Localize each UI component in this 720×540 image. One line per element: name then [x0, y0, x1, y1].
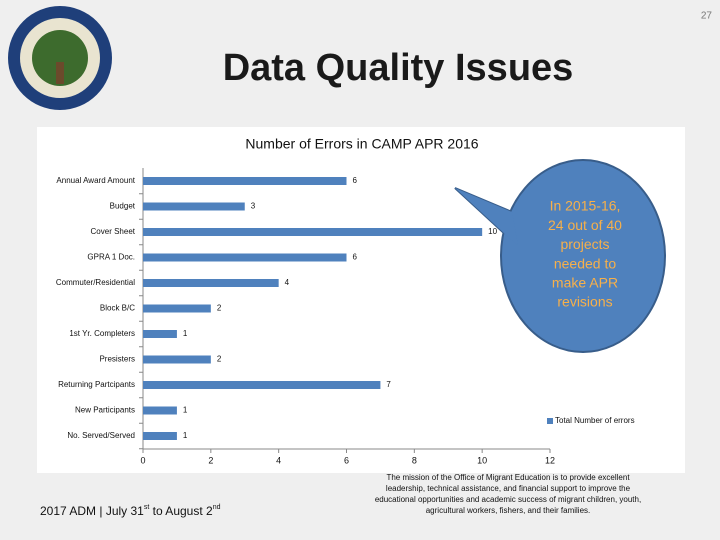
data-label: 7 [386, 380, 391, 389]
callout-text: needed to [554, 255, 616, 271]
seal [8, 6, 112, 110]
x-tick-label: 8 [412, 455, 417, 465]
x-tick-label: 6 [344, 455, 349, 465]
y-tick-label: Presisters [99, 355, 135, 364]
bar [143, 177, 347, 185]
bar [143, 253, 347, 262]
y-tick-label: Returning Partcipants [58, 380, 135, 389]
bar [143, 279, 279, 287]
data-label: 1 [183, 406, 188, 415]
x-tick-label: 2 [208, 455, 213, 465]
mission-text: educational opportunities and academic s… [375, 495, 641, 504]
data-label: 1 [183, 431, 188, 440]
data-label: 2 [217, 304, 222, 313]
bar [143, 355, 211, 364]
legend-label: Total Number of errors [555, 416, 635, 425]
y-tick-label: 1st Yr. Completers [69, 329, 135, 338]
y-tick-label: Block B/C [100, 304, 135, 313]
callout: In 2015-16, 24 out of 40 projects needed to… [454, 159, 666, 353]
footer-text: to August 2 [149, 504, 213, 518]
data-label: 1 [183, 329, 188, 338]
data-label: 4 [285, 278, 290, 287]
bar [143, 304, 211, 313]
chart-title: Number of Errors in CAMP APR 2016 [245, 136, 478, 152]
bar [143, 202, 245, 211]
x-tick-label: 12 [545, 455, 555, 465]
bar [143, 406, 177, 415]
bar [143, 432, 177, 440]
footer-superscript: st [144, 504, 150, 511]
mission: The mission of the Office of Migrant Edu… [375, 473, 641, 515]
y-tick-label: New Participants [75, 406, 135, 415]
mission-text: The mission of the Office of Migrant Edu… [386, 473, 630, 482]
data-label: 3 [251, 202, 256, 211]
page-number: 27 [701, 11, 713, 22]
callout-text: make APR [552, 275, 618, 291]
x-tick-label: 4 [276, 455, 281, 465]
y-tick-label: Cover Sheet [91, 227, 136, 236]
callout-text: revisions [557, 294, 612, 310]
y-tick-label: Budget [110, 202, 136, 211]
x-tick-label: 0 [140, 455, 145, 465]
y-tick-label: Annual Award Amount [56, 176, 135, 185]
data-label: 6 [353, 176, 358, 185]
callout-text: In 2015-16, [550, 198, 621, 214]
bar [143, 228, 483, 236]
footer-superscript: nd [213, 504, 221, 511]
legend-swatch [547, 418, 553, 424]
callout-text: 24 out of 40 [548, 217, 622, 233]
callout-text: projects [560, 236, 609, 252]
bar [143, 330, 177, 338]
bar [143, 381, 381, 389]
x-tick-label: 10 [477, 455, 487, 465]
slide-title: Data Quality Issues [223, 47, 574, 89]
footer-left: 2017 ADM | July 31st to August 2nd [40, 504, 221, 518]
mission-text: leadership, technical assistance, and fi… [386, 484, 631, 493]
data-label: 2 [217, 355, 222, 364]
y-tick-label: GPRA 1 Doc. [87, 253, 135, 262]
footer-text: 2017 ADM | July 31 [40, 504, 144, 518]
data-label: 6 [353, 253, 358, 262]
data-label: 10 [488, 227, 497, 236]
y-tick-label: No. Served/Served [67, 431, 135, 440]
mission-text: agricultural workers, fishers, and their… [426, 506, 591, 515]
y-tick-label: Commuter/Residential [56, 278, 135, 287]
